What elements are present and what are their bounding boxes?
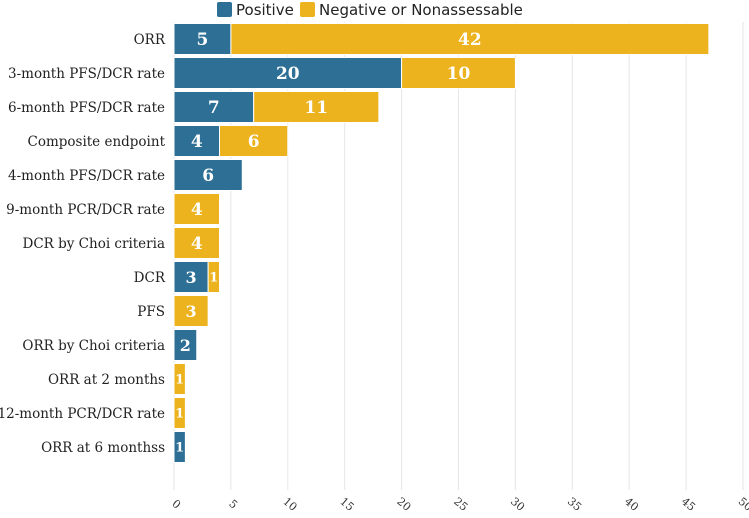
data-label: 1 [209,271,218,286]
bar-negative[interactable] [173,363,186,395]
category-label: ORR by Choi criteria [22,338,165,354]
legend-swatch-negative[interactable] [300,2,315,17]
bar-positive[interactable] [173,431,186,463]
data-label: 11 [304,98,328,118]
legend-label-positive[interactable]: Positive [236,1,294,19]
category-label: ORR [134,32,166,48]
bar-negative[interactable] [173,397,186,429]
category-label: ORR at 6 monthss [41,440,165,456]
x-tick-label: 25 [451,495,470,514]
data-label: 1 [175,407,184,422]
legend[interactable]: Positive Negative or Nonassessable [217,1,523,19]
category-label: 9-month PCR/DCR rate [6,202,165,218]
data-label: 2 [180,336,191,355]
bar-positive[interactable] [173,23,232,55]
bar-positive[interactable] [173,159,243,191]
x-tick-label: 10 [281,495,300,514]
category-label: 4-month PFS/DCR rate [8,168,165,184]
x-tick-label: 0 [169,497,183,511]
legend-swatch-positive[interactable] [217,2,232,17]
x-tick-label: 30 [508,495,527,514]
bar-negative[interactable] [207,261,221,293]
category-label: 6-month PFS/DCR rate [8,100,165,116]
data-label: 3 [185,268,196,287]
category-label: 12-month PCR/DCR rate [0,406,165,422]
bar-negative[interactable] [230,23,710,55]
data-label: 5 [197,30,209,50]
bar-positive[interactable] [173,125,221,157]
data-label: 10 [447,64,471,84]
bar-positive[interactable] [173,91,255,123]
x-axis-tick-labels: 0 5 10 15 20 25 30 35 40 45 50 [169,495,749,514]
x-tick-label: 20 [394,495,413,514]
data-label: 7 [208,98,220,118]
bar-negative[interactable] [173,227,221,259]
bar-negative[interactable] [253,91,380,123]
data-label: 6 [202,166,214,186]
category-label: ORR at 2 months [48,372,165,388]
category-label: Composite endpoint [27,134,165,150]
category-labels: ORR 3-month PFS/DCR rate 6-month PFS/DCR r… [0,32,166,456]
data-label: 1 [175,441,184,456]
category-label: DCR by Choi criteria [23,236,166,252]
data-label: 3 [185,302,196,321]
bar-positive[interactable] [173,329,198,361]
bar-positive[interactable] [173,261,209,293]
x-tick-label: 5 [226,497,240,511]
legend-label-negative[interactable]: Negative or Nonassessable [319,1,523,19]
data-label: 42 [458,30,482,50]
bar-negative[interactable] [173,295,209,327]
data-label: 1 [175,373,184,388]
x-tick-label: 15 [337,495,356,514]
x-tick-label: 35 [565,495,584,514]
data-label: 4 [191,132,203,152]
x-tick-label: 50 [736,495,749,514]
x-tick-label: 40 [622,495,641,514]
bar-negative[interactable] [401,57,516,89]
x-tick-label: 45 [679,495,698,514]
data-label: 20 [276,64,300,84]
data-label: 6 [248,132,260,152]
category-label: 3-month PFS/DCR rate [8,66,165,82]
bar-negative[interactable] [173,193,221,225]
bar-negative[interactable] [219,125,289,157]
data-label: 4 [191,234,203,254]
category-label: PFS [137,304,165,320]
data-label: 4 [191,200,203,220]
category-label: DCR [134,270,166,286]
